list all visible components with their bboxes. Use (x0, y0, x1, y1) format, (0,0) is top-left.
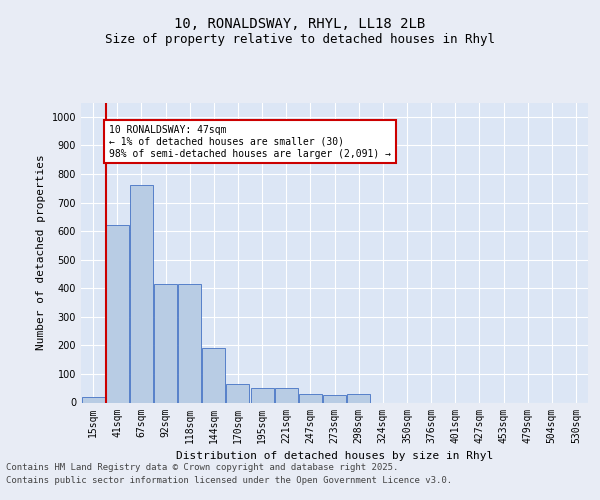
Text: Size of property relative to detached houses in Rhyl: Size of property relative to detached ho… (105, 32, 495, 46)
Bar (251, 388, 274, 402)
Bar (299, 394, 322, 402)
Text: 10 RONALDSWAY: 47sqm
← 1% of detached houses are smaller (30)
98% of semi-detach: 10 RONALDSWAY: 47sqm ← 1% of detached ho… (109, 126, 391, 158)
Bar (82, 397, 104, 402)
Text: 10, RONALDSWAY, RHYL, LL18 2LB: 10, RONALDSWAY, RHYL, LL18 2LB (175, 18, 425, 32)
Bar (275, 388, 298, 402)
Bar (323, 396, 346, 402)
Y-axis label: Number of detached properties: Number of detached properties (36, 154, 46, 350)
Bar (202, 348, 225, 403)
Bar (106, 226, 128, 402)
Bar (130, 186, 153, 402)
Bar (347, 394, 370, 402)
Text: Contains public sector information licensed under the Open Government Licence v3: Contains public sector information licen… (6, 476, 452, 485)
X-axis label: Distribution of detached houses by size in Rhyl: Distribution of detached houses by size … (176, 451, 493, 461)
Text: Contains HM Land Registry data © Crown copyright and database right 2025.: Contains HM Land Registry data © Crown c… (6, 462, 398, 471)
Bar (154, 284, 177, 403)
Bar (178, 284, 201, 403)
Bar (226, 384, 250, 402)
